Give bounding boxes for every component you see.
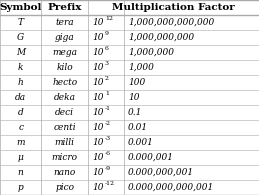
Text: 10: 10: [92, 168, 104, 177]
Text: 1,000,000,000: 1,000,000,000: [128, 33, 194, 42]
Text: c: c: [18, 123, 23, 132]
Text: 1,000,000: 1,000,000: [128, 48, 174, 57]
Text: 0.000,001: 0.000,001: [128, 153, 174, 162]
Text: 10: 10: [92, 93, 104, 102]
Text: 10: 10: [92, 108, 104, 117]
Text: 9: 9: [105, 31, 109, 36]
Text: Symbol: Symbol: [0, 3, 42, 12]
Text: 10: 10: [92, 183, 104, 192]
Text: -2: -2: [105, 121, 111, 126]
Text: 0.01: 0.01: [128, 123, 148, 132]
Text: -6: -6: [105, 151, 111, 156]
Text: pico: pico: [55, 183, 74, 192]
Text: kilo: kilo: [56, 63, 73, 72]
Text: -9: -9: [105, 166, 111, 171]
Text: Multiplication Factor: Multiplication Factor: [112, 3, 235, 12]
Text: Prefix: Prefix: [48, 3, 82, 12]
Text: centi: centi: [53, 123, 76, 132]
Text: μ: μ: [18, 153, 24, 162]
Text: n: n: [18, 168, 24, 177]
Text: 10: 10: [92, 63, 104, 72]
Text: hecto: hecto: [52, 78, 77, 87]
Text: -3: -3: [105, 136, 111, 141]
Text: 6: 6: [105, 46, 109, 51]
Text: -12: -12: [105, 181, 115, 186]
Text: 1,000: 1,000: [128, 63, 154, 72]
Text: -1: -1: [105, 106, 111, 111]
Text: 10: 10: [92, 48, 104, 57]
Text: 10: 10: [128, 93, 140, 102]
Text: 3: 3: [105, 61, 109, 66]
Text: 1: 1: [105, 91, 109, 96]
Text: giga: giga: [55, 33, 75, 42]
Text: milli: milli: [55, 138, 75, 147]
Text: G: G: [17, 33, 24, 42]
Text: nano: nano: [54, 168, 76, 177]
Text: d: d: [18, 108, 24, 117]
Text: deka: deka: [54, 93, 76, 102]
Text: 100: 100: [128, 78, 146, 87]
Text: 10: 10: [92, 153, 104, 162]
Text: 0.000,000,001: 0.000,000,001: [128, 168, 194, 177]
Text: 10: 10: [92, 78, 104, 87]
Text: 12: 12: [105, 16, 113, 21]
Text: T: T: [18, 18, 24, 27]
Text: da: da: [15, 93, 26, 102]
Text: 10: 10: [92, 138, 104, 147]
Text: 2: 2: [105, 76, 109, 81]
Text: 10: 10: [92, 33, 104, 42]
Text: h: h: [18, 78, 24, 87]
Text: k: k: [18, 63, 24, 72]
Text: 1,000,000,000,000: 1,000,000,000,000: [128, 18, 214, 27]
Text: 0.000,000,000,001: 0.000,000,000,001: [128, 183, 214, 192]
Text: 10: 10: [92, 123, 104, 132]
Text: micro: micro: [52, 153, 78, 162]
Text: deci: deci: [55, 108, 74, 117]
Text: 0.1: 0.1: [128, 108, 143, 117]
Text: 10: 10: [92, 18, 104, 27]
Text: 0.001: 0.001: [128, 138, 154, 147]
Text: M: M: [16, 48, 25, 57]
Text: mega: mega: [52, 48, 77, 57]
Text: tera: tera: [55, 18, 74, 27]
Text: m: m: [17, 138, 25, 147]
Text: p: p: [18, 183, 24, 192]
